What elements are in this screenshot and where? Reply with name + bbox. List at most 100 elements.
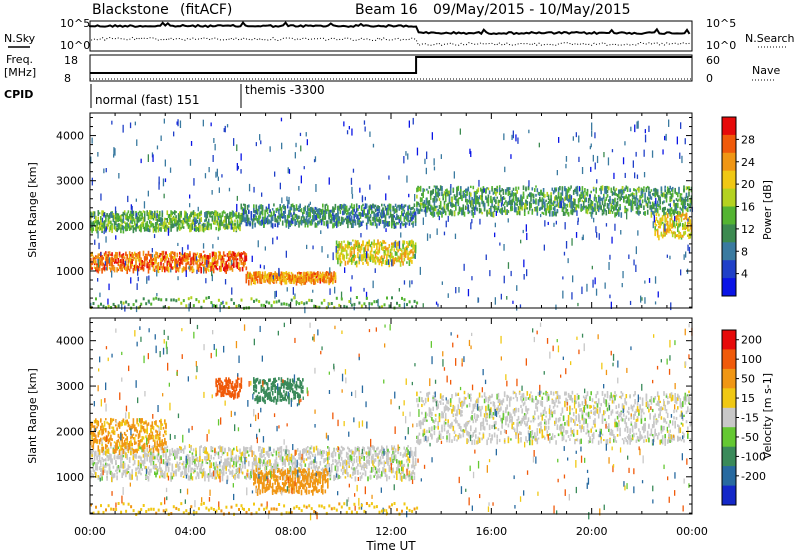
data-cell bbox=[167, 260, 170, 263]
data-cell bbox=[334, 275, 337, 281]
data-cell bbox=[581, 192, 584, 199]
data-cell bbox=[534, 188, 536, 192]
data-cell bbox=[416, 201, 418, 208]
noise-cell bbox=[665, 133, 667, 141]
data-cell bbox=[266, 207, 269, 212]
noise-cell bbox=[328, 177, 330, 185]
data-cell bbox=[444, 210, 447, 216]
data-cell bbox=[670, 230, 673, 234]
data-cell bbox=[377, 249, 379, 256]
data-cell bbox=[381, 246, 383, 251]
data-cell bbox=[343, 207, 345, 213]
noise-cell bbox=[592, 154, 594, 162]
data-cell bbox=[322, 208, 324, 215]
data-cell bbox=[615, 193, 618, 196]
noise-cell bbox=[240, 169, 242, 174]
data-cell bbox=[330, 274, 333, 280]
data-cell bbox=[507, 210, 510, 214]
data-cell bbox=[399, 222, 402, 229]
ground-cell bbox=[315, 305, 318, 309]
data-cell bbox=[298, 215, 300, 219]
data-cell bbox=[378, 245, 381, 251]
noise-cell bbox=[312, 289, 314, 293]
data-cell bbox=[674, 231, 676, 237]
noise-cell bbox=[329, 288, 331, 295]
data-cell bbox=[152, 212, 155, 219]
data-cell bbox=[110, 470, 112, 475]
data-cell bbox=[216, 267, 219, 271]
data-cell bbox=[154, 226, 156, 230]
data-cell bbox=[411, 239, 413, 244]
noise-cell bbox=[470, 151, 472, 158]
data-cell bbox=[669, 196, 671, 203]
data-cell bbox=[225, 261, 227, 267]
data-cell bbox=[621, 186, 624, 190]
noise-cell bbox=[669, 255, 671, 260]
data-cell bbox=[345, 215, 348, 219]
data-cell bbox=[176, 452, 179, 459]
data-cell bbox=[516, 190, 518, 194]
data-cell bbox=[470, 203, 472, 208]
data-cell bbox=[506, 189, 508, 192]
data-cell bbox=[434, 185, 437, 192]
noise-cell bbox=[571, 238, 573, 246]
noise-cell bbox=[605, 223, 608, 227]
ground-cell bbox=[370, 302, 373, 306]
data-cell bbox=[263, 216, 265, 223]
data-cell bbox=[367, 241, 369, 245]
data-cell bbox=[284, 275, 286, 279]
noise-cell bbox=[654, 276, 657, 284]
data-cell bbox=[677, 199, 679, 202]
data-cell bbox=[212, 222, 215, 225]
data-cell bbox=[268, 219, 270, 224]
data-cell bbox=[330, 209, 333, 213]
data-cell bbox=[409, 211, 412, 217]
data-cell bbox=[136, 266, 138, 269]
data-cell bbox=[422, 188, 424, 193]
data-cell bbox=[412, 214, 414, 220]
data-cell bbox=[343, 259, 345, 262]
data-cell bbox=[155, 260, 157, 264]
data-cell bbox=[427, 204, 429, 210]
data-cell bbox=[544, 194, 546, 198]
data-cell bbox=[599, 201, 601, 205]
data-cell bbox=[274, 272, 276, 277]
noise-cell bbox=[351, 275, 353, 280]
ground-cell bbox=[172, 298, 175, 302]
noise-cell bbox=[158, 181, 160, 190]
data-cell bbox=[562, 207, 565, 210]
data-cell bbox=[370, 222, 373, 226]
data-cell bbox=[298, 221, 300, 228]
data-cell bbox=[671, 231, 674, 238]
data-cell bbox=[338, 254, 340, 259]
data-cell bbox=[392, 218, 394, 223]
data-cell bbox=[383, 250, 386, 256]
noise-cell bbox=[499, 242, 501, 246]
data-cell bbox=[258, 205, 260, 212]
data-cell bbox=[590, 200, 592, 205]
data-cell bbox=[116, 224, 118, 228]
data-cell bbox=[394, 203, 397, 207]
data-cell bbox=[551, 211, 554, 217]
data-cell bbox=[315, 272, 318, 276]
power-heatmap bbox=[90, 117, 693, 314]
data-cell bbox=[289, 274, 291, 281]
data-cell bbox=[234, 253, 236, 257]
data-cell bbox=[654, 230, 656, 235]
data-cell bbox=[660, 186, 663, 192]
ground-cell bbox=[308, 298, 311, 302]
data-cell bbox=[100, 220, 102, 226]
data-cell bbox=[189, 252, 191, 256]
data-cell bbox=[189, 264, 191, 268]
data-cell bbox=[314, 210, 317, 214]
data-cell bbox=[276, 215, 279, 219]
data-cell bbox=[126, 468, 128, 472]
data-cell bbox=[236, 252, 239, 257]
data-cell bbox=[344, 249, 347, 252]
data-cell bbox=[152, 257, 155, 261]
data-cell bbox=[128, 472, 131, 478]
data-cell bbox=[413, 209, 416, 213]
data-cell bbox=[370, 241, 373, 245]
data-cell bbox=[542, 192, 545, 198]
data-cell bbox=[365, 222, 368, 226]
